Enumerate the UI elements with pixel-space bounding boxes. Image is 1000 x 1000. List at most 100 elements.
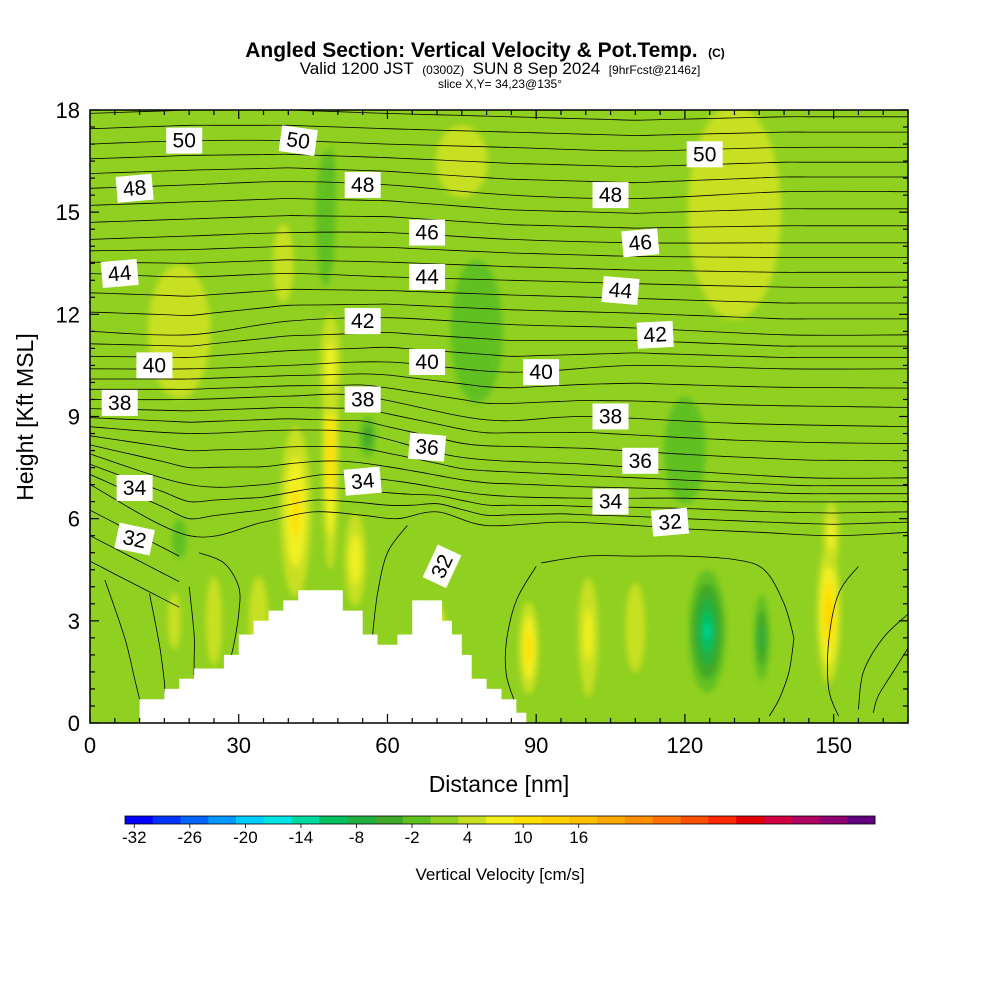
isentrope [90, 317, 908, 336]
colorbar-swatch [819, 816, 848, 824]
velocity-feature [687, 110, 782, 320]
isentrope [90, 181, 908, 200]
velocity-band [525, 630, 533, 666]
contour-label: 44 [601, 275, 640, 306]
isentrope-minor [90, 417, 908, 462]
velocity-band [363, 425, 373, 448]
velocity-band [349, 534, 361, 585]
velocity-feature [625, 582, 646, 673]
isentrope-curve [858, 613, 908, 710]
contour-label: 32 [650, 507, 690, 537]
x-tick-label: 60 [375, 733, 399, 758]
colorbar-swatch [513, 816, 542, 824]
colorbar-swatch [347, 816, 376, 824]
colorbar-tick-label: -14 [289, 828, 314, 847]
isentrope-curve [198, 552, 241, 666]
velocity-feature [518, 601, 539, 695]
isentrope-minor [90, 346, 908, 358]
chart-title: Angled Section: Vertical Velocity & Pot.… [245, 39, 725, 62]
velocity-band [291, 486, 301, 537]
isentrope-minor [90, 167, 908, 184]
contour-label-box [409, 349, 446, 375]
contour-label-box [592, 182, 629, 209]
x-tick-label: 90 [524, 733, 548, 758]
velocity-feature [280, 426, 312, 597]
colorbar [124, 815, 876, 825]
contour-label-box [115, 173, 154, 203]
colorbar-swatch [263, 816, 292, 824]
contour-label-box [422, 544, 462, 589]
velocity-band [315, 151, 336, 286]
isentrope-curve [872, 647, 908, 713]
contour-label-box [344, 308, 381, 335]
contour-label: 50 [166, 127, 203, 154]
isentrope [90, 139, 908, 152]
velocity-feature [450, 259, 503, 403]
velocity-band [826, 598, 832, 630]
slice-info: slice X,Y= 34,23@135° [438, 77, 562, 91]
colorbar-swatch [541, 816, 570, 824]
contour-label-box [166, 127, 203, 154]
velocity-feature [315, 151, 336, 286]
isentrope [90, 231, 908, 244]
velocity-band [167, 592, 181, 650]
contour-label: 48 [344, 171, 381, 198]
contour-label-text: 44 [107, 261, 133, 286]
x-tick-labels: 0 30 60 90 120 150 [84, 733, 852, 758]
isentrope-minor [90, 110, 908, 121]
colorbar-swatch [597, 816, 626, 824]
contour-label-text: 38 [599, 406, 622, 429]
contour-label-text: 44 [608, 279, 634, 304]
isentrope [90, 273, 908, 288]
x-tick-label: 30 [226, 733, 250, 758]
isentrope-minor [90, 535, 180, 583]
contour-label-text: 38 [108, 392, 131, 415]
contour-label-text: 32 [657, 510, 682, 535]
terrain [90, 590, 908, 723]
contour-label: 34 [343, 466, 382, 496]
contour-label-box [650, 507, 690, 537]
contour-label: 46 [409, 219, 446, 246]
isentrope-curve [768, 637, 795, 717]
colorbar-swatch [791, 816, 820, 824]
plot-area: 50 50 50 48 48 48 46 46 44 44 44 42 42 40 40 40 38 38 38 36… [90, 110, 908, 723]
contour-label-text: 48 [351, 174, 374, 197]
isentrope-minor [90, 215, 908, 229]
colorbar-swatch [402, 816, 431, 824]
velocity-feature [688, 569, 726, 693]
velocity-band [664, 396, 706, 505]
colorbar-frame [124, 815, 876, 825]
contour-label-text: 46 [628, 231, 653, 256]
isentrope-minor [90, 245, 908, 258]
y-tick-label: 18 [56, 98, 80, 123]
colorbar-tick-labels: -32 -26 -20 -14 -8 -2 4 10 16 [122, 824, 588, 847]
colorbar-swatch [458, 816, 487, 824]
contour-label: 40 [523, 359, 560, 386]
contour-label: 46 [621, 228, 660, 258]
velocity-band [272, 223, 294, 303]
isentrope-minor [90, 373, 908, 389]
axis-ticks [89, 109, 909, 724]
colorbar-tick-label: 4 [463, 828, 472, 847]
velocity-band [759, 625, 765, 651]
isentrope-minor [90, 384, 908, 408]
colorbar-tick-label: -32 [122, 828, 147, 847]
velocity-band [325, 342, 336, 389]
contour-label: 36 [622, 447, 659, 474]
contour-label-text: 36 [414, 435, 439, 460]
contour-label-text: 50 [285, 128, 311, 154]
isentrope [90, 361, 908, 373]
contour-label-text: 42 [351, 310, 374, 333]
contour-label: 44 [100, 258, 139, 289]
contour-label-text: 40 [529, 361, 552, 384]
chart-subtitle: Valid 1200 JST (0300Z) SUN 8 Sep 2024 [9… [300, 59, 701, 78]
colorbar-tick-label: 16 [569, 828, 588, 847]
colorbar-swatch [319, 816, 348, 824]
contour-label-text: 38 [351, 389, 374, 412]
contour-label-text: 40 [415, 351, 438, 374]
colorbar-swatch [430, 816, 459, 824]
colorbar-tick-label: -8 [349, 828, 364, 847]
isentrope-minor [90, 303, 908, 320]
contour-label-box [100, 258, 139, 289]
y-tick-labels: 0 3 6 9 12 15 18 [56, 98, 80, 736]
